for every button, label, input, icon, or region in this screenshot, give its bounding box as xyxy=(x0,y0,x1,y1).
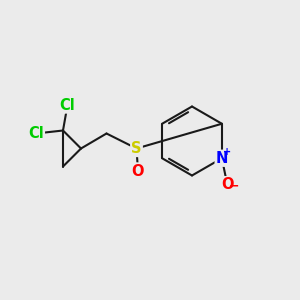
Text: N: N xyxy=(216,151,228,166)
Text: S: S xyxy=(131,141,142,156)
Text: −: − xyxy=(229,180,239,193)
Text: +: + xyxy=(223,147,231,157)
Text: O: O xyxy=(132,164,144,178)
Text: Cl: Cl xyxy=(28,126,44,141)
Text: O: O xyxy=(221,177,233,192)
Text: Cl: Cl xyxy=(60,98,75,112)
